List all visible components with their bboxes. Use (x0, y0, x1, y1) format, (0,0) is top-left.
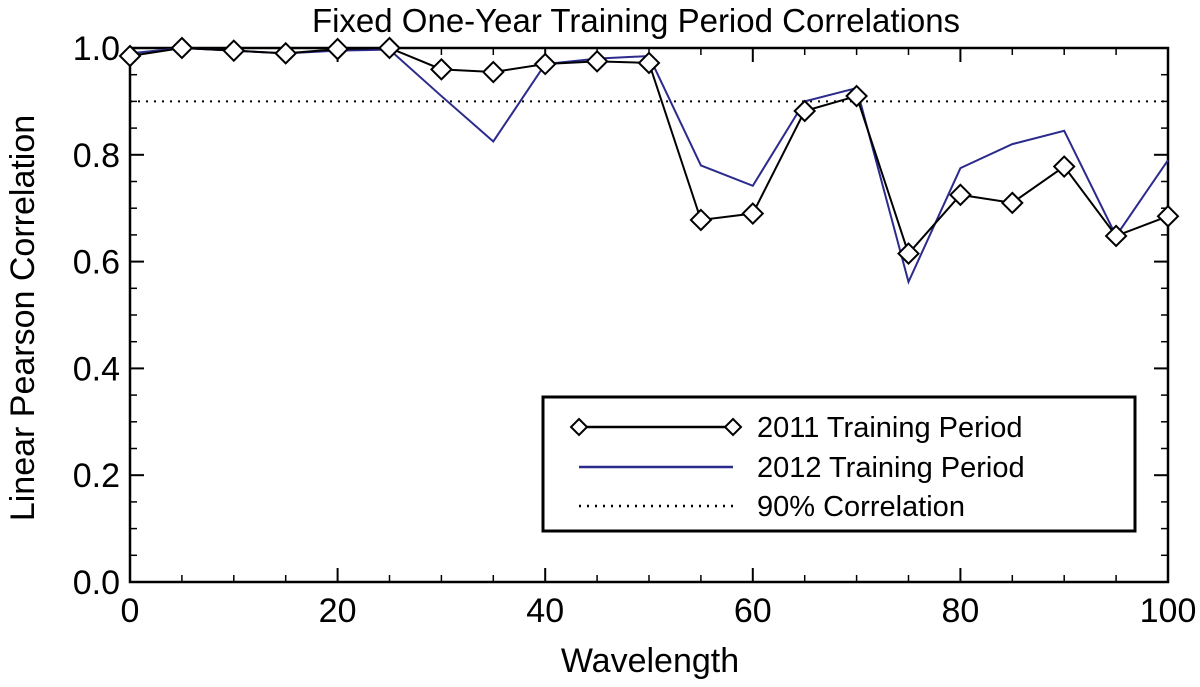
x-tick-label: 100 (1140, 592, 1197, 630)
x-tick-label: 0 (121, 592, 140, 630)
series-2011-point (1000, 191, 1024, 215)
series-2011-point (585, 49, 609, 73)
series-2011-point (948, 183, 972, 207)
y-tick-label: 0.0 (73, 564, 120, 602)
series-2011-point (741, 202, 765, 225)
legend: 2011 Training Period 2012 Training Period… (541, 395, 1137, 533)
series-layer (118, 36, 1180, 285)
series-2011-point (897, 242, 920, 266)
chart-title: Fixed One-Year Training Period Correlati… (312, 2, 960, 39)
series-2011-point (1156, 204, 1180, 228)
legend-label-2011: 2011 Training Period (757, 412, 1022, 444)
y-tick-label: 0.4 (73, 350, 120, 388)
series-2011-point (793, 99, 817, 123)
series-2011-point (845, 84, 869, 108)
series-2011-point (274, 41, 298, 65)
series-2011-point (170, 36, 194, 60)
series-2011-point (1052, 155, 1076, 178)
y-tick-label: 0.6 (73, 244, 120, 282)
series-2011-point (118, 44, 142, 68)
x-tick-label: 40 (526, 592, 564, 630)
series-2011-point (429, 57, 453, 81)
series-2011-point (689, 208, 713, 232)
y-tick-label: 1.0 (73, 30, 120, 68)
legend-marker-2011 (723, 417, 743, 437)
y-tick-label: 0.2 (73, 457, 120, 495)
series-2011-point (637, 51, 661, 75)
legend-box (541, 395, 1137, 533)
series-2011-point (326, 37, 350, 61)
series-2011-line (129, 46, 1169, 256)
x-tick-label: 80 (941, 592, 979, 630)
legend-label-2012: 2012 Training Period (757, 452, 1025, 484)
series-2011-point (481, 60, 505, 84)
x-tick-label: 20 (319, 592, 357, 630)
x-tick-label: 60 (734, 592, 772, 630)
series-2011-point (533, 52, 557, 76)
series-2012-line (129, 46, 1169, 285)
axis-ticks: 0 20 40 60 80 100 0.0 0.2 0.4 0.6 0.8 1.0 (73, 30, 1197, 630)
series-2011-point (1104, 224, 1128, 248)
y-axis-label: Linear Pearson Correlation (4, 115, 42, 521)
series-2011-point (222, 39, 246, 63)
x-axis-label: Wavelength (561, 642, 739, 680)
legend-marker-2011 (569, 417, 589, 437)
legend-label-90-percent: 90% Correlation (757, 491, 965, 523)
y-tick-label: 0.8 (73, 137, 120, 175)
series-2011-point (378, 36, 401, 60)
